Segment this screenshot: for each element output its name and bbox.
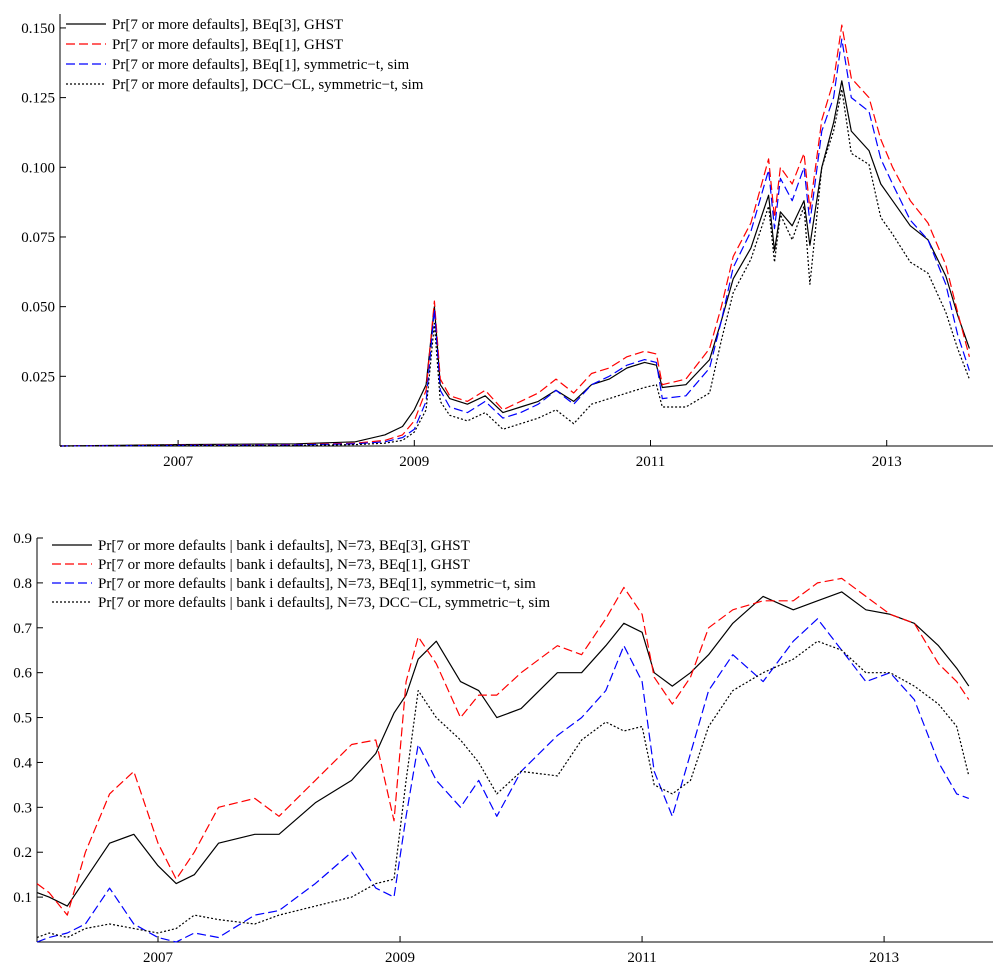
y-tick-label: 0.6 xyxy=(13,666,32,682)
x-tick-label: 2009 xyxy=(385,950,415,965)
legend-entry: Pr[7 or more defaults | bank i defaults]… xyxy=(98,557,470,573)
y-tick-label: 0.125 xyxy=(21,91,55,107)
x-tick-label: 2011 xyxy=(636,454,665,470)
series-line xyxy=(59,24,970,447)
y-tick-label: 0.7 xyxy=(13,621,32,637)
legend-entry: Pr[7 or more defaults | bank i defaults]… xyxy=(98,595,550,611)
y-tick-label: 0.9 xyxy=(13,531,32,547)
legend-entry: Pr[7 or more defaults], BEq[3], GHST xyxy=(112,17,343,33)
series-line xyxy=(36,618,970,943)
y-tick-label: 0.025 xyxy=(21,369,55,385)
x-tick-label: 2007 xyxy=(163,454,194,470)
y-tick-label: 0.5 xyxy=(13,711,32,727)
x-tick-label: 2007 xyxy=(143,950,174,965)
chart-bottom: 0.1 0.2 0.3 0.4 0.5 0.6 0.7 0.8 0.9 2007 2009 2011 2… xyxy=(13,531,993,965)
x-tick-label: 2013 xyxy=(872,454,902,470)
x-tick-label: 2009 xyxy=(399,454,429,470)
y-tick-label: 0.4 xyxy=(13,755,32,771)
y-tick-label: 0.050 xyxy=(21,300,55,316)
x-tick-label: 2013 xyxy=(869,950,899,965)
legend-entry: Pr[7 or more defaults | bank i defaults]… xyxy=(98,576,536,592)
legend-entry: Pr[7 or more defaults], DCC−CL, symmetri… xyxy=(112,77,424,93)
chart-top: 0.025 0.050 0.075 0.100 0.125 0.150 2007 2009 20… xyxy=(21,14,993,470)
series-line xyxy=(59,88,970,447)
legend-entry: Pr[7 or more defaults | bank i defaults]… xyxy=(98,538,470,554)
legend-entry: Pr[7 or more defaults], BEq[1], symmetri… xyxy=(112,57,409,73)
y-tick-label: 0.8 xyxy=(13,576,32,592)
y-tick-label: 0.3 xyxy=(13,800,32,816)
y-tick-label: 0.150 xyxy=(21,21,55,37)
series-line xyxy=(59,80,970,447)
y-tick-label: 0.1 xyxy=(13,890,32,906)
y-tick-label: 0.100 xyxy=(21,160,55,176)
legend-entry: Pr[7 or more defaults], BEq[1], GHST xyxy=(112,37,343,53)
y-tick-label: 0.075 xyxy=(21,230,55,246)
x-tick-label: 2011 xyxy=(627,950,656,965)
series-line xyxy=(59,38,970,447)
y-tick-label: 0.2 xyxy=(13,845,32,861)
series-line xyxy=(36,640,970,939)
series-line xyxy=(36,591,970,907)
series-line xyxy=(36,577,970,916)
